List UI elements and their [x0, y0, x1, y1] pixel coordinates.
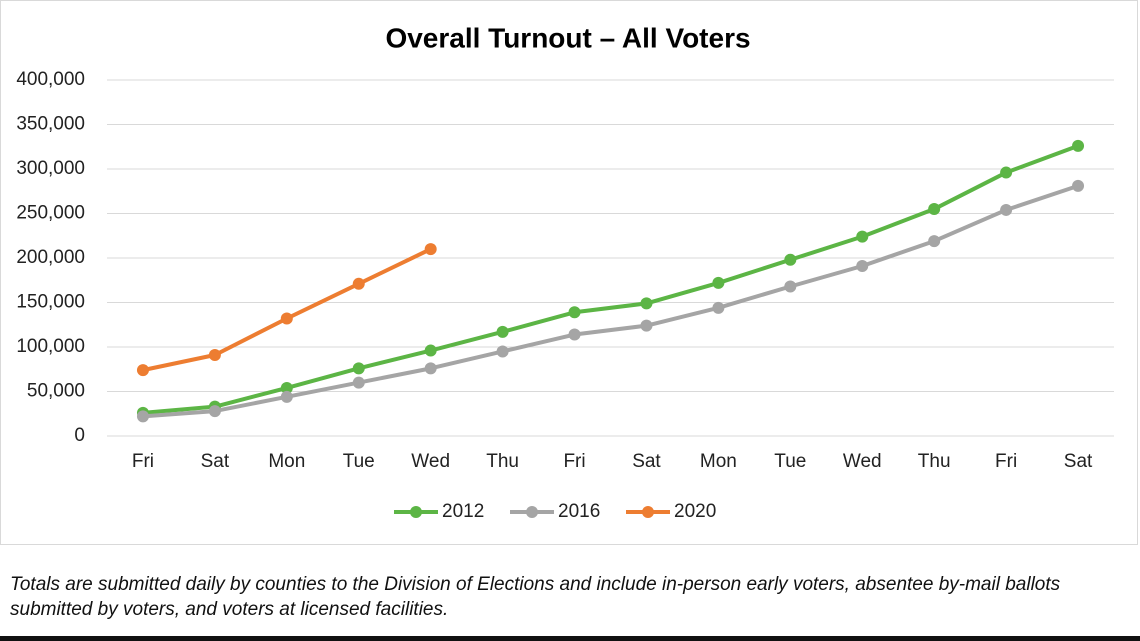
y-tick-label: 0 — [74, 425, 85, 446]
legend-label: 2012 — [442, 501, 484, 522]
data-point — [280, 381, 293, 394]
data-point — [640, 297, 653, 310]
data-point — [208, 349, 221, 362]
data-point — [928, 203, 941, 216]
data-point — [856, 230, 869, 243]
x-tick-label: Tue — [774, 451, 806, 472]
x-tick-label: Thu — [918, 451, 951, 472]
data-point — [568, 328, 581, 341]
data-point — [1000, 166, 1013, 179]
data-point — [352, 277, 365, 290]
legend-marker — [410, 506, 422, 518]
y-tick-label: 150,000 — [16, 292, 85, 313]
y-tick-label: 50,000 — [27, 381, 85, 402]
x-tick-label: Sat — [1064, 451, 1093, 472]
y-tick-label: 250,000 — [16, 203, 85, 224]
x-tick-label: Mon — [268, 451, 305, 472]
legend-label: 2016 — [558, 501, 600, 522]
series-line — [142, 184, 1079, 419]
data-point — [352, 376, 365, 389]
data-point — [856, 260, 869, 273]
data-point — [1000, 203, 1013, 216]
x-tick-label: Wed — [843, 451, 882, 472]
data-point — [784, 280, 797, 293]
x-tick-label: Fri — [563, 451, 585, 472]
x-tick-label: Sat — [632, 451, 661, 472]
legend-label: 2020 — [674, 501, 716, 522]
data-point — [1072, 139, 1085, 152]
x-tick-label: Mon — [700, 451, 737, 472]
y-tick-label: 350,000 — [16, 114, 85, 135]
legend-marker — [642, 506, 654, 518]
data-point — [208, 405, 221, 418]
data-point — [640, 319, 653, 332]
data-point — [424, 243, 437, 256]
data-point — [712, 276, 725, 289]
footnote: Totals are submitted daily by counties t… — [10, 574, 1061, 620]
data-point — [352, 362, 365, 375]
data-point — [1072, 179, 1085, 192]
x-tick-label: Wed — [411, 451, 450, 472]
y-tick-label: 400,000 — [16, 69, 85, 90]
data-point — [712, 301, 725, 314]
data-point — [568, 306, 581, 319]
data-point — [136, 410, 149, 423]
y-tick-label: 200,000 — [16, 247, 85, 268]
x-tick-label: Thu — [486, 451, 519, 472]
x-tick-label: Fri — [995, 451, 1017, 472]
chart-frame — [0, 0, 1138, 545]
x-tick-label: Fri — [132, 451, 154, 472]
data-point — [496, 325, 509, 338]
data-point — [424, 344, 437, 357]
x-tick-label: Tue — [343, 451, 375, 472]
data-point — [424, 362, 437, 375]
x-tick-label: Sat — [201, 451, 230, 472]
series-line — [142, 143, 1079, 415]
data-point — [928, 235, 941, 248]
data-point — [280, 390, 293, 403]
data-point — [136, 364, 149, 377]
data-point — [280, 312, 293, 325]
bottom-rule — [0, 636, 1140, 641]
y-tick-label: 300,000 — [16, 158, 85, 179]
chart: Overall Turnout – All Voters 0 50,000 100,… — [16, 22, 1114, 522]
series-line — [142, 247, 432, 373]
legend-marker — [526, 506, 538, 518]
data-point — [784, 253, 797, 266]
y-tick-label: 100,000 — [16, 336, 85, 357]
chart-title: Overall Turnout – All Voters — [385, 22, 750, 53]
data-point — [496, 345, 509, 358]
